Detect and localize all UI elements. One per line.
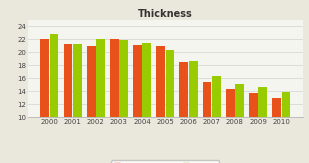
Bar — [226, 89, 235, 163]
Bar — [110, 39, 119, 163]
Bar — [87, 46, 95, 163]
Bar — [64, 44, 72, 163]
Bar — [189, 61, 197, 163]
Bar — [156, 46, 165, 163]
Legend: Weighted average, Average: Weighted average, Average — [111, 160, 219, 163]
Bar — [212, 76, 221, 163]
Bar — [235, 84, 244, 163]
Bar — [73, 44, 82, 163]
Bar — [96, 39, 105, 163]
Bar — [166, 50, 174, 163]
Bar — [258, 87, 267, 163]
Bar — [119, 40, 128, 163]
Bar — [281, 92, 290, 163]
Bar — [180, 62, 188, 163]
Bar — [133, 45, 142, 163]
Title: Thickness: Thickness — [138, 9, 193, 19]
Bar — [142, 43, 151, 163]
Bar — [40, 39, 49, 163]
Bar — [203, 82, 211, 163]
Bar — [49, 34, 58, 163]
Bar — [272, 98, 281, 163]
Bar — [249, 93, 258, 163]
